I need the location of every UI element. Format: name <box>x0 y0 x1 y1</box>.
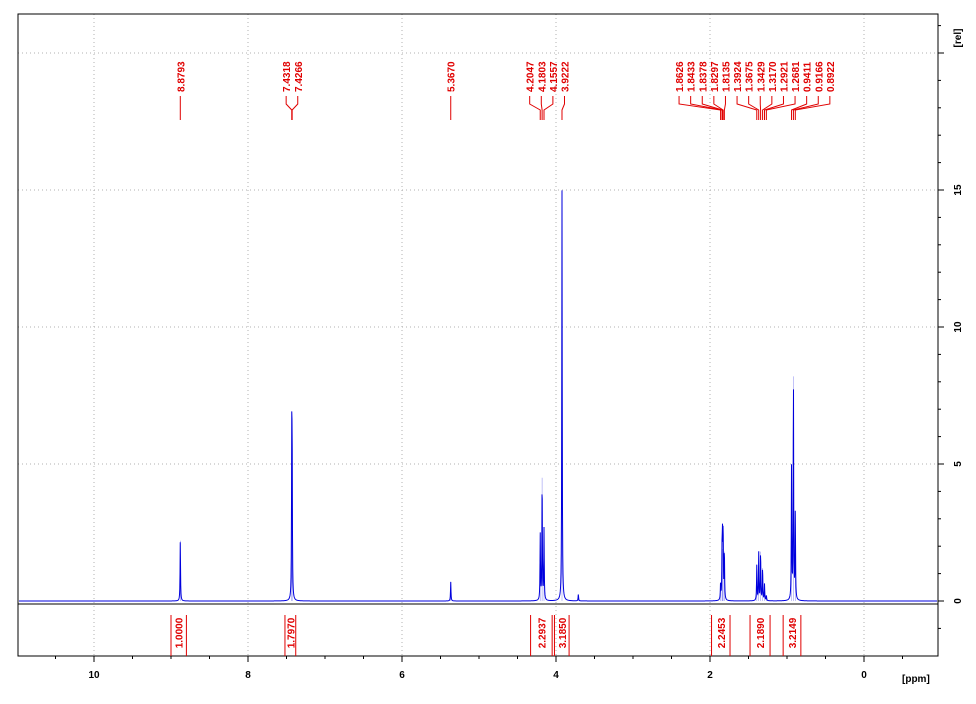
peak-label-connector <box>701 96 723 120</box>
peak-label: 7.4318 <box>282 61 293 92</box>
peak-label: 4.1803 <box>537 61 548 92</box>
x-axis-label: [ppm] <box>902 674 930 685</box>
peak-label-connector <box>540 96 543 120</box>
peak-label-connector <box>792 96 819 120</box>
peak-label-connector <box>762 96 773 120</box>
y-tick-label: 0 <box>953 598 964 604</box>
integral-value: 2.1890 <box>756 617 767 648</box>
integral-value: 3.1850 <box>558 617 569 648</box>
x-tick-label: 0 <box>861 670 867 681</box>
y-tick-label: 15 <box>953 184 964 196</box>
peak-label-connector <box>713 96 724 120</box>
integral-value: 3.2149 <box>788 617 799 648</box>
plot-frame <box>17 13 939 657</box>
peak-label: 1.3924 <box>733 61 744 92</box>
peak-label: 1.8626 <box>675 61 686 92</box>
peak-label: 1.3429 <box>756 61 767 92</box>
peak-label: 1.8135 <box>721 61 732 92</box>
peak-label-connector <box>791 96 808 120</box>
peak-label: 1.2681 <box>791 61 802 92</box>
plot-border <box>17 13 939 657</box>
peak-label: 0.9411 <box>803 62 814 92</box>
peak-label: 1.8433 <box>687 61 698 92</box>
peak-label-connector <box>764 96 784 120</box>
peak-label-connector <box>748 96 760 120</box>
peak-label-connector <box>291 96 299 120</box>
integral-value: 1.7970 <box>286 617 297 648</box>
x-tick-label: 2 <box>707 670 713 681</box>
peak-label: 4.1557 <box>549 61 560 92</box>
integral-bracket <box>170 615 187 656</box>
peak-label-connector <box>794 96 831 120</box>
peak-label: 3.9222 <box>560 61 571 92</box>
y-tick-label: 10 <box>953 321 964 333</box>
y-tick-label: 5 <box>953 461 964 467</box>
peak-label: 1.3170 <box>768 61 779 92</box>
peak-label: 7.4266 <box>294 61 305 92</box>
x-tick-label: 6 <box>399 670 405 681</box>
peak-label-connector <box>678 96 722 120</box>
integral-value: 2.2453 <box>717 617 728 648</box>
integral-annotations: 1.0000 1.7970 2.2937 3.1850 2.2453 2.1890 3.21… <box>18 603 938 656</box>
peak-label: 1.8297 <box>710 61 721 92</box>
peak-label: 0.9166 <box>814 61 825 92</box>
grid-lines <box>18 14 938 656</box>
integral-bracket <box>284 615 297 656</box>
spectrum-trace <box>19 190 937 602</box>
peak-label: 4.2047 <box>526 61 537 92</box>
integral-bracket <box>553 615 570 656</box>
integral-bracket <box>711 615 731 656</box>
peak-label-connector <box>285 96 293 120</box>
integral-bracket <box>749 615 771 656</box>
x-tick-label: 4 <box>553 670 559 681</box>
peak-label-connector <box>723 96 726 120</box>
peak-label: 1.3675 <box>745 61 756 92</box>
axes: 10 8 6 4 2 0 0 5 10 15 <box>55 25 964 681</box>
peak-label: 1.2921 <box>779 61 790 92</box>
peak-label-connector <box>561 96 565 120</box>
spectrum-line <box>19 190 937 602</box>
peak-label: 8.8793 <box>176 61 187 92</box>
peak-label: 0.8922 <box>826 61 837 92</box>
peak-label: 5.3670 <box>447 61 458 92</box>
integral-bracket <box>530 615 553 656</box>
x-tick-label: 8 <box>245 670 251 681</box>
peak-label-connector <box>765 96 796 120</box>
integral-value: 1.0000 <box>175 617 186 648</box>
peak-label-annotations: 8.8793 7.4318 7.4266 5.3670 4.2047 4.1803 4.15… <box>176 61 837 120</box>
peak-label: 1.8378 <box>698 61 709 92</box>
integral-bracket <box>782 615 802 656</box>
peak-label-connector <box>736 96 758 120</box>
x-tick-label: 10 <box>88 670 100 681</box>
y-axis-label: [rel] <box>953 29 964 48</box>
integral-value: 2.2937 <box>537 617 548 648</box>
peak-label-connector <box>543 96 554 120</box>
peak-label-connector <box>529 96 541 120</box>
